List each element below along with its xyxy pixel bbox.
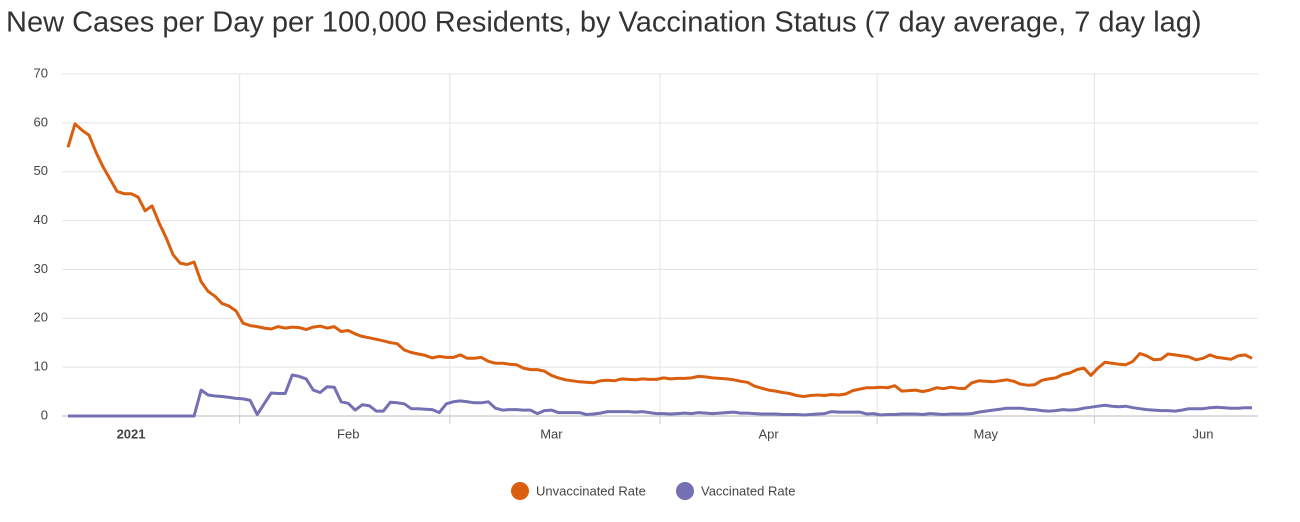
y-tick-label: 20 <box>34 310 48 325</box>
y-tick-label: 70 <box>34 65 48 80</box>
y-tick-label: 60 <box>34 114 48 129</box>
x-tick-label: 2021 <box>117 426 146 441</box>
y-tick-label: 10 <box>34 359 48 374</box>
x-tick-label: May <box>973 426 998 441</box>
legend-marker <box>511 482 529 500</box>
legend-label: Vaccinated Rate <box>701 483 795 498</box>
chart-title: New Cases per Day per 100,000 Residents,… <box>6 7 1202 39</box>
x-tick-label: Feb <box>337 426 359 441</box>
legend-label: Unvaccinated Rate <box>536 483 646 498</box>
y-tick-label: 0 <box>41 407 48 422</box>
y-tick-label: 30 <box>34 261 48 276</box>
x-tick-label: Mar <box>540 426 563 441</box>
series-line <box>66 122 1253 398</box>
series-line <box>68 373 1252 418</box>
y-tick-label: 50 <box>34 163 48 178</box>
x-tick-label: Apr <box>758 426 779 441</box>
legend-marker <box>676 482 694 500</box>
y-tick-label: 40 <box>34 212 48 227</box>
x-tick-label: Jun <box>1192 426 1213 441</box>
